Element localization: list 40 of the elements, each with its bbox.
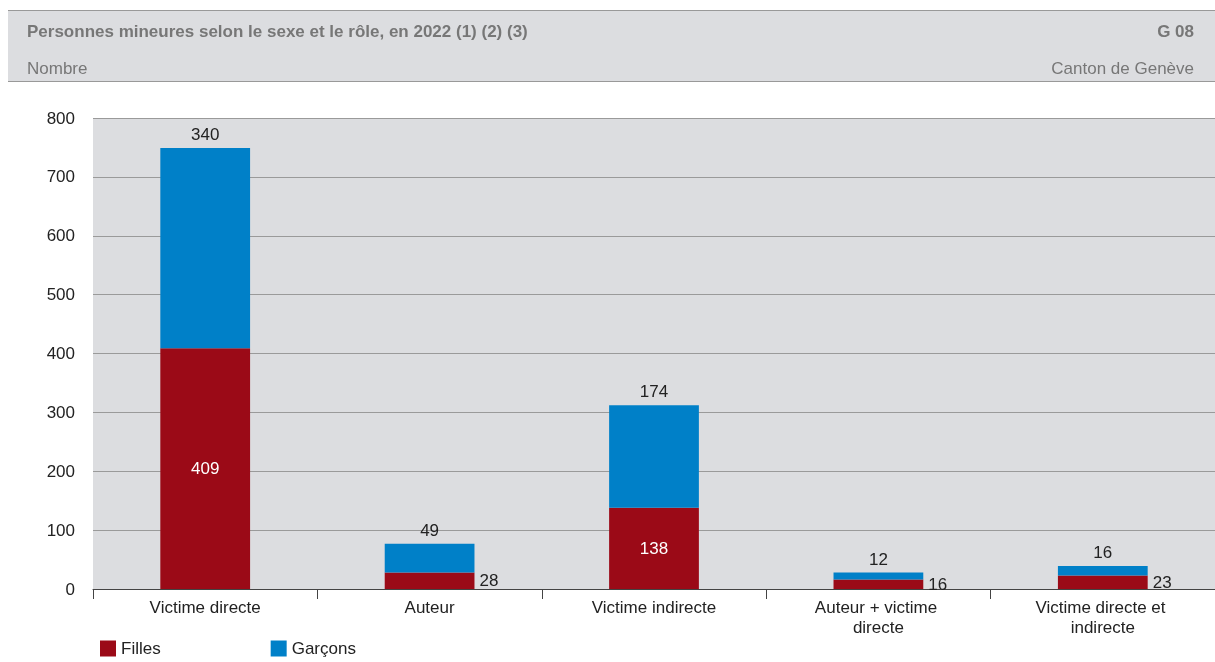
y-tick-label: 100 — [46, 520, 75, 540]
y-tick-label: 500 — [46, 285, 75, 305]
y-tick-label: 400 — [46, 344, 75, 363]
y-tick-label: 800 — [46, 108, 75, 128]
x-tick-label: Auteur + victime directe — [814, 597, 942, 637]
data-label: 16 — [1093, 543, 1113, 563]
y-tick-label: 0 — [65, 579, 75, 599]
data-label: 174 — [639, 382, 669, 402]
bar — [384, 572, 475, 589]
bar — [833, 579, 924, 589]
chart-subtitle: Nombre — [27, 59, 88, 78]
data-label: 340 — [191, 125, 220, 145]
bar — [160, 148, 251, 349]
data-label: 28 — [479, 571, 499, 591]
y-tick-label: 600 — [46, 226, 75, 246]
y-tick-label: 200 — [46, 461, 75, 481]
data-label: 49 — [420, 520, 440, 540]
legend-label: Garçons — [291, 639, 356, 658]
x-tick-label: Victime directe et indirecte — [1035, 597, 1171, 637]
bar — [609, 405, 699, 508]
bar — [1057, 566, 1148, 576]
x-tick-label: Auteur — [404, 597, 455, 617]
text: G 08 — [1157, 22, 1194, 41]
legend-label: Filles — [121, 639, 161, 658]
x-tick-label: Victime indirecte — [591, 597, 717, 617]
y-tick-label: 300 — [46, 402, 75, 422]
y-tick-label: 700 — [46, 167, 75, 187]
data-label: 138 — [639, 538, 669, 558]
data-label: 23 — [1152, 572, 1172, 592]
data-label: 409 — [191, 459, 220, 479]
bar — [384, 543, 475, 573]
data-label: 16 — [928, 574, 948, 594]
bar — [609, 507, 699, 589]
bar — [160, 348, 251, 589]
bar — [833, 572, 924, 580]
text: Canton de Genève — [1051, 59, 1194, 78]
chart-title: Personnes mineures selon le sexe et le rôle, en 2022 (1) (2) (3) — [27, 22, 528, 41]
x-tick-label: Victime directe — [149, 597, 261, 617]
data-label: 12 — [868, 549, 888, 569]
bar — [1057, 575, 1148, 589]
